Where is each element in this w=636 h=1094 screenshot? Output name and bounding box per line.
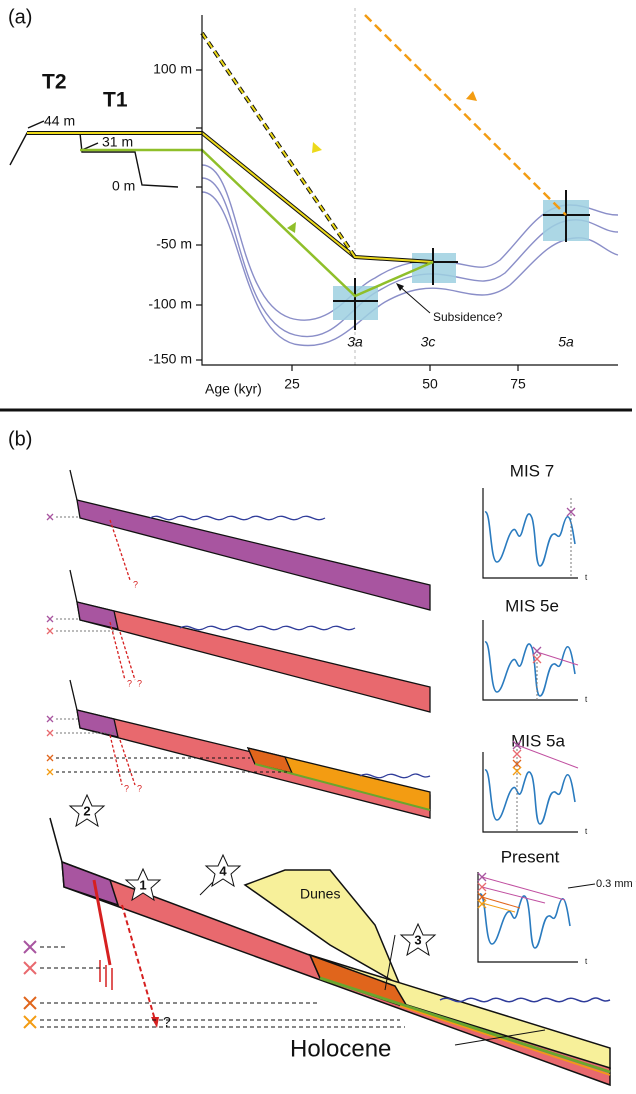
dunes-label: Dunes xyxy=(300,886,340,902)
y-tick-label: -150 m xyxy=(148,351,192,367)
star-label: 3 xyxy=(414,932,421,947)
annotation-arrow xyxy=(397,284,431,314)
panel-label: (b) xyxy=(8,428,32,450)
question: ? xyxy=(133,579,138,589)
time-axis-label: t xyxy=(585,573,588,582)
rate-label: 0.3 mm yr⁻¹ xyxy=(596,878,636,890)
mis-title: MIS 5e xyxy=(505,596,559,615)
elevation-label: 0 m xyxy=(112,178,135,194)
star-label: 4 xyxy=(219,863,227,878)
question: ? xyxy=(163,1014,171,1030)
star-label: 1 xyxy=(139,877,146,892)
terrace-label: T2 xyxy=(42,71,67,94)
cross-section: ? ? xyxy=(56,679,431,819)
x-title: Age (kyr) xyxy=(205,381,262,397)
terrace-profile xyxy=(9,120,179,188)
cross-section: ? xyxy=(56,469,431,611)
present-section: ? xyxy=(23,817,611,1087)
x-tick-label: 25 xyxy=(284,376,300,392)
y-tick-label: 100 m xyxy=(153,61,192,77)
reconstructed-lines xyxy=(27,14,567,298)
time-axis-label: t xyxy=(585,695,588,704)
elevation-label: 31 m xyxy=(102,134,133,150)
annotation: Subsidence? xyxy=(433,310,503,324)
holocene-label: Holocene xyxy=(290,1035,391,1062)
question: ? xyxy=(127,678,132,688)
question: ? xyxy=(137,678,142,688)
question: ? xyxy=(137,783,142,793)
x-tick-label: 75 xyxy=(510,376,526,392)
stage-label: 3a xyxy=(347,334,363,350)
markers xyxy=(46,513,54,776)
time-axis-label: t xyxy=(585,957,588,966)
question: ? xyxy=(124,783,129,793)
sea-level-curves xyxy=(201,164,619,347)
cross-section: ? ? xyxy=(56,569,431,713)
panel-label: (a) xyxy=(8,6,32,28)
annotation-arrowhead xyxy=(396,283,404,291)
time-axis-label: t xyxy=(585,827,588,836)
mis-title: Present xyxy=(501,847,560,866)
mis-title: MIS 5a xyxy=(511,731,565,750)
y-tick-label: -50 m xyxy=(156,236,192,252)
axis-labels: 100 m -50 m -100 m -150 m Age (kyr) 25 5… xyxy=(148,61,574,397)
mis-title: MIS 7 xyxy=(510,461,554,480)
y-tick-label: -100 m xyxy=(148,296,192,312)
mis-charts: MIS 7 t MIS 5e t MIS 5a t Present 0.3 mm… xyxy=(477,461,636,966)
stage-label: 3c xyxy=(421,334,436,350)
stage-label: 5a xyxy=(558,334,574,350)
terrace-label: T1 xyxy=(103,89,128,112)
star-label: 2 xyxy=(83,803,90,818)
stars: 2 1 4 3 xyxy=(69,794,436,956)
elevation-label: 44 m xyxy=(44,113,75,129)
axes xyxy=(196,15,618,371)
x-tick-label: 50 xyxy=(422,376,438,392)
